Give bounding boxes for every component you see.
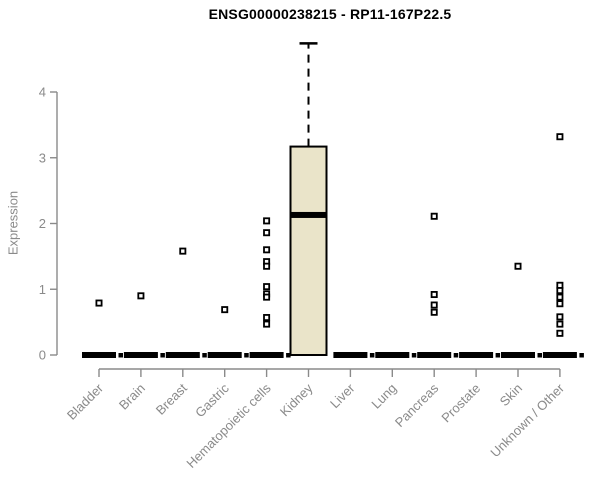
collapsed-box [542, 352, 577, 358]
collapsed-box-cap [118, 353, 123, 358]
outlier-point [263, 293, 271, 301]
outlier-point [263, 320, 271, 328]
collapsed-box [207, 352, 242, 358]
collapsed-box [459, 352, 494, 358]
outlier-point [263, 314, 271, 322]
collapsed-box-cap [160, 353, 165, 358]
collapsed-box-cap [411, 353, 417, 358]
outlier-point [263, 229, 271, 237]
x-axis-label: Pancreas [392, 380, 442, 430]
outlier-point [263, 217, 271, 225]
collapsed-box [82, 352, 116, 358]
outlier-point [430, 308, 438, 316]
outlier-point [556, 313, 564, 321]
outlier-point [556, 320, 564, 328]
outlier-point [514, 262, 522, 270]
x-axis-label: Kidney [277, 380, 316, 419]
collapsed-box [333, 352, 368, 358]
collapsed-box-cap [579, 353, 584, 358]
x-axis-label: Skin [497, 381, 525, 409]
chart-title: ENSG00000238215 - RP11-167P22.5 [208, 6, 452, 22]
x-axis-label: Lung [368, 381, 399, 412]
collapsed-box [375, 352, 410, 358]
collapsed-box-cap [369, 353, 375, 358]
outlier-point [556, 329, 564, 337]
outlier-point [95, 299, 103, 307]
collapsed-box-cap [286, 353, 291, 358]
y-axis-tick-label: 4 [39, 85, 46, 100]
collapsed-box-cap [495, 353, 501, 358]
x-axis-label: Breast [153, 380, 190, 417]
collapsed-box [123, 352, 158, 358]
outlier-point [430, 212, 438, 220]
y-axis-tick-label: 2 [39, 216, 46, 231]
outlier-point [556, 300, 564, 308]
outlier-point [430, 291, 438, 299]
x-axis-label: Liver [327, 380, 358, 411]
collapsed-box-cap [453, 353, 459, 358]
x-axis-label: Bladder [64, 380, 107, 423]
outlier-point [556, 287, 564, 295]
collapsed-box [249, 352, 284, 358]
outlier-point [556, 133, 564, 141]
collapsed-box [417, 352, 452, 358]
collapsed-box [501, 352, 535, 358]
outlier-point [179, 247, 187, 255]
outlier-point [221, 306, 229, 314]
outlier-point [263, 283, 271, 291]
x-axis-label: Prostate [438, 381, 483, 426]
x-axis-label: Gastric [192, 380, 232, 420]
x-axis-label: Brain [116, 381, 148, 413]
outlier-point [430, 301, 438, 309]
collapsed-box-cap [244, 353, 249, 358]
y-axis-tick-label: 3 [39, 150, 46, 165]
y-axis-tick-label: 0 [39, 348, 46, 363]
collapsed-box-cap [537, 353, 542, 358]
outlier-point [137, 292, 145, 300]
box [289, 145, 328, 356]
collapsed-box-cap [202, 353, 207, 358]
y-axis-title: Expression [5, 190, 21, 256]
x-axis-label: Unknown / Other [487, 380, 567, 460]
outlier-point [263, 246, 271, 254]
outlier-point [263, 262, 271, 270]
outlier-point [556, 293, 564, 301]
y-axis-tick-label: 1 [39, 282, 46, 297]
collapsed-box [165, 352, 200, 358]
median-bar [290, 211, 327, 218]
